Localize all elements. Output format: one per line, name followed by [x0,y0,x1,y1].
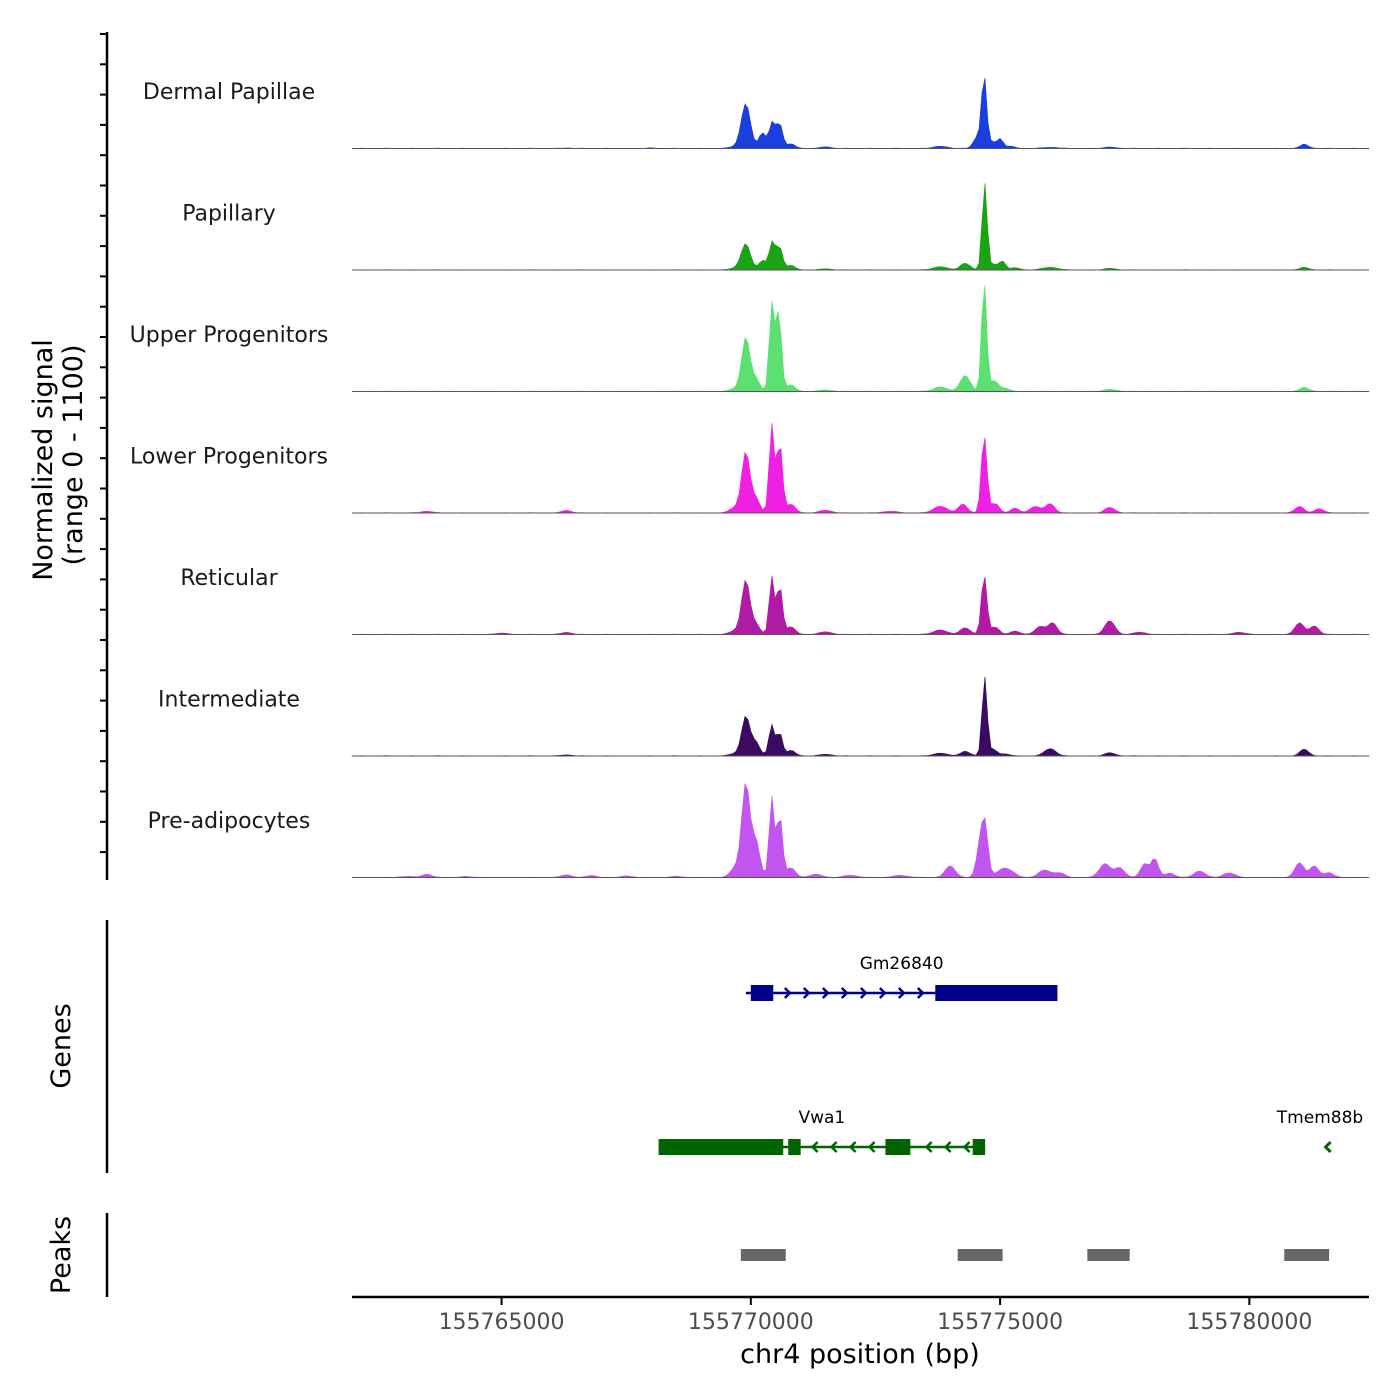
peak-region [1087,1249,1130,1261]
coverage-area [351,183,1370,271]
strand-arrow [916,987,925,999]
peak-region [740,1249,786,1261]
coverage-area [351,783,1370,878]
coverage-area [351,676,1370,757]
strand-arrow [1323,1140,1332,1154]
track-label: Upper Progenitors [130,323,329,348]
gene-exon [935,985,1058,1001]
x-tick-label: 155765000 [439,1310,565,1335]
strand-arrow [829,1141,838,1153]
gene-exon [972,1139,986,1155]
strand-arrow [840,987,849,999]
coverage-area [351,575,1370,635]
coverage-track: Upper Progenitors [130,285,1370,392]
genes-panel-title: Genes [46,1003,77,1088]
gene-model: Gm26840 [745,954,1058,1001]
coverage-tracks: Dermal Papillae Papillary Upper Progenitor… [130,77,1370,878]
peaks-panel-title: Peaks [46,1216,77,1294]
coverage-y-axis [100,32,109,880]
peak-region [957,1249,1003,1261]
coverage-track: Pre-adipocytes [148,783,1370,878]
peak-region [1284,1249,1330,1261]
coverage-track: Reticular [180,566,1370,635]
y-axis-title-line2: (range 0 - 1100) [58,345,89,566]
y-axis-title-line1: Normalized signal [28,339,59,581]
track-label: Papillary [182,202,276,227]
gene-model: Vwa1 [658,1108,986,1155]
gene-label: Gm26840 [860,954,944,974]
track-label: Reticular [180,566,278,591]
strand-arrow [821,987,830,999]
strand-arrow [859,987,868,999]
gene-exon [788,1139,801,1155]
x-axis-title: chr4 position (bp) [740,1339,980,1370]
x-tick-label: 155775000 [937,1310,1063,1335]
gene-label: Tmem88b [1276,1108,1363,1128]
gene-exon [750,985,774,1001]
strand-arrow [867,1141,876,1153]
coverage-track: Dermal Papillae [143,77,1370,149]
coverage-track: Intermediate [158,676,1370,757]
track-label: Lower Progenitors [130,445,328,470]
coverage-track: Papillary [182,183,1370,271]
strand-arrow [924,1141,933,1153]
strand-arrow [810,1141,819,1153]
gene-exon [658,1139,784,1155]
x-tick-label: 155780000 [1186,1310,1312,1335]
gene-model: Tmem88b [1276,1108,1363,1154]
strand-arrow [897,987,906,999]
gene-label: Vwa1 [798,1108,845,1128]
track-label: Pre-adipocytes [148,809,311,834]
coverage-area [351,285,1370,392]
coverage-area [351,422,1370,514]
gene-annotations: Gm26840 Vwa1 Tmem88b [658,954,1363,1155]
strand-arrow [848,1141,857,1153]
track-label: Dermal Papillae [143,80,315,105]
x-tick-label: 155770000 [688,1310,814,1335]
x-axis-ticks: 155765000 155770000 155775000 155780000 [439,1297,1312,1335]
strand-arrow [878,987,887,999]
peak-regions [740,1249,1330,1261]
coverage-track: Lower Progenitors [130,422,1370,514]
strand-arrow [802,987,811,999]
coverage-area [351,77,1370,149]
track-label: Intermediate [158,688,300,713]
strand-arrow [943,1141,952,1153]
strand-arrow [783,987,792,999]
gene-exon [885,1139,911,1155]
strand-arrow [962,1141,971,1153]
